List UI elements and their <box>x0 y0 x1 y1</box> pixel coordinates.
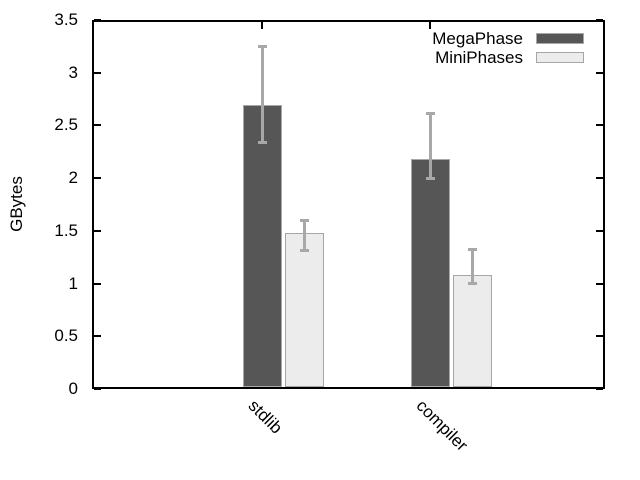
y-tick-right <box>596 388 603 390</box>
megaphase-errorbar-compiler-cap-top <box>425 111 435 115</box>
y-tick-left <box>94 19 101 21</box>
x-tick-top <box>261 22 263 29</box>
plot-border <box>92 20 605 389</box>
miniphases-errorbar-stdlib-line <box>302 220 306 251</box>
y-tick-left <box>94 388 101 390</box>
y-tick-left <box>94 177 101 180</box>
megaphase-bar-stdlib <box>242 105 282 387</box>
legend: MegaPhase MiniPhases <box>0 29 584 67</box>
megaphase-errorbar-stdlib-line <box>260 46 264 144</box>
miniphases-errorbar-stdlib-cap-bottom <box>299 248 309 252</box>
miniphases-errorbar-compiler-cap-bottom <box>467 281 477 285</box>
y-tick-right <box>596 71 603 74</box>
y-tick-left <box>94 335 101 338</box>
megaphase-errorbar-compiler-cap-bottom <box>425 177 435 181</box>
y-tick-label: 2.5 <box>54 115 78 135</box>
megaphase-errorbar-stdlib-cap-top <box>257 45 267 49</box>
y-tick-label: 1.5 <box>54 220 78 240</box>
y-tick-right <box>596 19 603 21</box>
y-tick-label: 3.5 <box>54 10 78 29</box>
y-tick-right <box>596 282 603 285</box>
megaphase-bar-compiler <box>410 159 450 387</box>
miniphases-errorbar-compiler-line <box>470 248 474 284</box>
miniphases-bar-stdlib <box>284 233 324 387</box>
y-tick-left <box>94 229 101 232</box>
y-tick-label: 0 <box>68 379 78 398</box>
y-tick-left <box>94 71 101 74</box>
y-tick-label: 3 <box>68 62 78 82</box>
y-tick-label: 0.5 <box>54 326 78 346</box>
miniphases-bar-compiler <box>452 275 492 387</box>
legend-swatch-miniphases <box>536 52 584 63</box>
x-tick-top <box>429 22 431 29</box>
y-tick-left <box>94 124 101 127</box>
legend-entry-miniphases: MiniPhases <box>435 48 584 67</box>
x-category-label: compiler <box>412 396 472 455</box>
y-tick-right <box>596 335 603 338</box>
y-tick-right <box>596 124 603 127</box>
legend-swatch-megaphase <box>536 33 584 44</box>
y-tick-right <box>596 229 603 232</box>
legend-label: MegaPhase <box>432 29 523 48</box>
megaphase-errorbar-stdlib-cap-bottom <box>257 141 267 145</box>
legend-label: MiniPhases <box>435 48 523 67</box>
legend-entry-megaphase: MegaPhase <box>432 29 584 48</box>
y-tick-label: 2 <box>68 168 78 188</box>
megaphase-errorbar-compiler-line <box>428 112 432 180</box>
y-tick-right <box>596 177 603 180</box>
miniphases-errorbar-compiler-cap-top <box>467 247 477 251</box>
y-tick-label: 1 <box>68 273 78 293</box>
miniphases-errorbar-stdlib-cap-top <box>299 219 309 223</box>
y-axis-title: GBytes <box>7 176 26 232</box>
x-category-label: stdlib <box>244 396 287 438</box>
y-tick-left <box>94 282 101 285</box>
